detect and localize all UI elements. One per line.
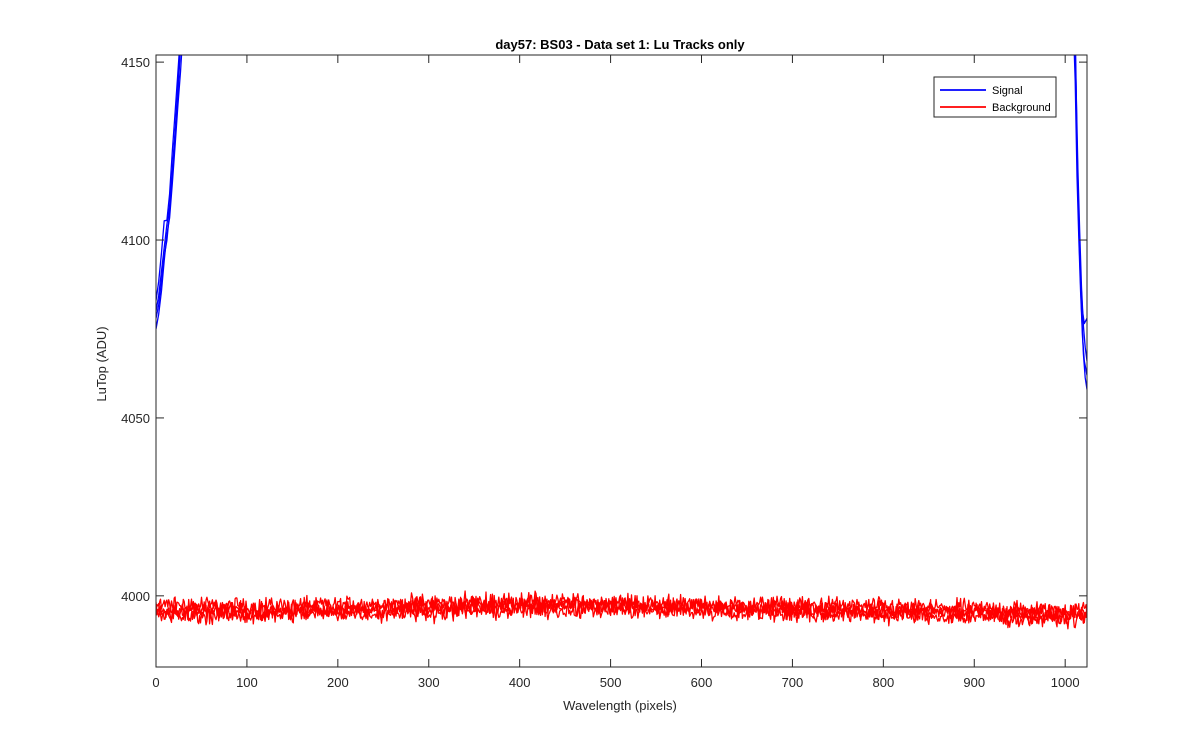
legend-box <box>933 76 1057 118</box>
y-axis-label: LuTop (ADU) <box>94 326 109 401</box>
x-tick-label: 200 <box>327 675 349 690</box>
signal-trace-8 <box>1074 55 1087 362</box>
y-tick-label: 4100 <box>121 233 150 248</box>
y-tick-label: 4150 <box>121 55 150 70</box>
x-tick-label: 400 <box>509 675 531 690</box>
legend-label-background: Background <box>992 102 1051 114</box>
legend-label-signal: Signal <box>992 85 1023 97</box>
x-tick-label: 700 <box>782 675 804 690</box>
x-tick-label: 300 <box>418 675 440 690</box>
legend: Signal Background <box>933 76 1057 118</box>
y-tick-label: 4000 <box>121 589 150 604</box>
x-tick-label: 100 <box>236 675 258 690</box>
x-tick-label: 0 <box>152 675 159 690</box>
chart-title: day57: BS03 - Data set 1: Lu Tracks only <box>495 37 745 52</box>
x-tick-label: 800 <box>872 675 894 690</box>
plot-area <box>156 55 1087 630</box>
x-tick-label: 1000 <box>1051 675 1080 690</box>
axes-box <box>155 54 1088 668</box>
x-tick-label: 500 <box>600 675 622 690</box>
x-axis: 0 100 200 300 400 500 600 700 800 900 1000 <box>152 55 1080 690</box>
signal-trace-3 <box>156 55 180 301</box>
background-trace-4 <box>156 598 1087 630</box>
x-tick-label: 600 <box>691 675 713 690</box>
x-axis-label: Wavelength (pixels) <box>563 698 677 713</box>
signal-trace-4 <box>156 55 181 319</box>
x-tick-label: 900 <box>963 675 985 690</box>
y-axis: 4000 4050 4100 4150 <box>121 55 1087 604</box>
y-tick-label: 4050 <box>121 411 150 426</box>
